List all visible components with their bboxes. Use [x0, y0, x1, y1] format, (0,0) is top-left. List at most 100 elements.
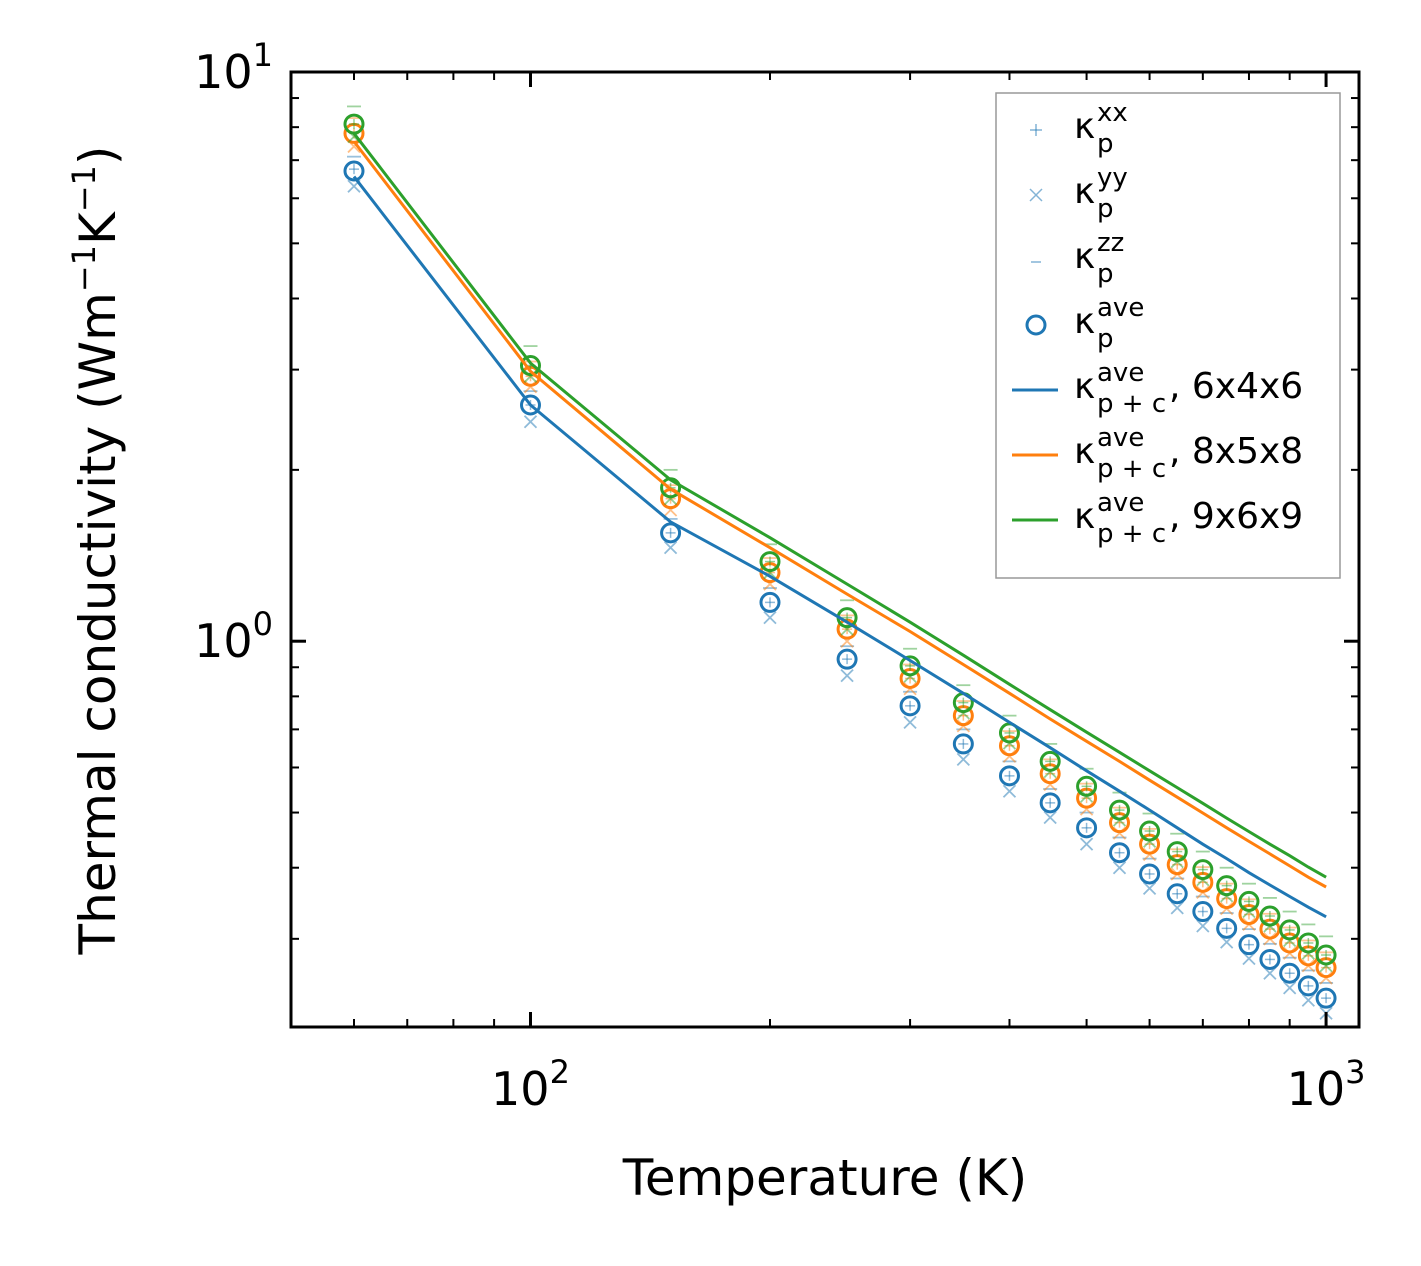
- kpc-line-8x5x8: [352, 140, 1327, 889]
- chart-marks: [343, 105, 1337, 1020]
- legend-label-symbol: κ: [1074, 236, 1095, 277]
- legend-label-symbol: κ: [1074, 171, 1095, 212]
- kyy-cross-point: [1002, 784, 1017, 798]
- legend-label: κpxx: [1074, 98, 1128, 159]
- kpc-line-6x4x6: [352, 175, 1327, 919]
- kave-circle-point: [1076, 775, 1098, 797]
- legend-label-sup: ave: [1097, 358, 1144, 388]
- y-tick-label-base: 10: [194, 614, 253, 668]
- legend-cross-icon: [1029, 188, 1043, 202]
- legend-label-sup: zz: [1097, 228, 1124, 258]
- legend-label-sup: xx: [1097, 98, 1128, 128]
- kave-circle-point: [1279, 962, 1301, 984]
- legend-label-sub: p: [1097, 324, 1114, 354]
- kave-circle-point: [1297, 975, 1319, 997]
- x-tick-label-exp: 2: [550, 1053, 570, 1091]
- kyy-cross-point: [1263, 966, 1277, 980]
- kyy-cross-point: [840, 668, 854, 683]
- legend-label-suffix: , 8x5x8: [1169, 431, 1303, 472]
- plot-frame: [289, 70, 1361, 1029]
- chart-lines: [352, 132, 1327, 919]
- kave-circle-point: [1216, 875, 1238, 897]
- kave-circle-point: [1109, 799, 1131, 821]
- kave-circle-point: [1039, 792, 1061, 814]
- kave-circle-point: [660, 522, 682, 544]
- y-tick-label-base: 10: [194, 45, 253, 99]
- kave-circle-point: [343, 160, 365, 182]
- kave-circle-point: [1238, 934, 1260, 956]
- kave-circle-point: [1109, 842, 1131, 864]
- y-tick-label-exp: 1: [253, 36, 273, 74]
- legend-label-sup: yy: [1097, 163, 1128, 193]
- x-tick-label-base: 10: [1287, 1062, 1346, 1116]
- kave-circle-point: [1259, 948, 1281, 970]
- y-axis-label-k: K: [69, 211, 127, 245]
- kave-circle-point: [952, 733, 974, 755]
- legend-label: κpzz: [1074, 228, 1124, 289]
- kyy-cross-point: [1220, 935, 1234, 949]
- legend-label: κp + cave , 9x6x9: [1074, 488, 1303, 549]
- y-axis-label-exp-2: −1: [65, 165, 103, 212]
- kave-circle-point: [1315, 944, 1337, 966]
- kyy-cross-point: [1196, 919, 1210, 933]
- kave-circle-point: [1139, 820, 1161, 842]
- kyy-cross-point: [1242, 951, 1256, 966]
- kyy-cross-point: [663, 541, 678, 555]
- y-axis-label-close: ): [69, 146, 127, 166]
- kave-circle-point: [1216, 917, 1238, 939]
- kyy-cross-point: [956, 752, 970, 767]
- legend-label-suffix: , 9x6x9: [1169, 496, 1303, 537]
- kave-circle-point: [1076, 817, 1098, 839]
- legend-label-sub: p: [1097, 194, 1114, 224]
- y-axis-label: Thermal conductivity (Wm−1K−1): [65, 146, 127, 956]
- kyy-cross-point: [1301, 993, 1315, 1007]
- x-tick-label-base: 10: [491, 1062, 550, 1116]
- legend-label-sub: p + c: [1097, 454, 1166, 484]
- x-tick-label: 102: [491, 1053, 570, 1116]
- kyy-cross-point: [1142, 881, 1157, 895]
- legend-label: κpave: [1074, 293, 1144, 354]
- legend-label-sub: p: [1097, 259, 1114, 289]
- kyy-cross-point: [523, 415, 538, 429]
- kyy-cross-point: [1170, 901, 1184, 915]
- kyy-cross-point: [1283, 981, 1297, 995]
- legend-label-symbol: κ: [1074, 301, 1095, 342]
- legend-label-symbol: κ: [1074, 366, 1095, 407]
- y-axis-label-exp-1: −1: [65, 245, 103, 292]
- legend-label-sub: p: [1097, 129, 1114, 159]
- legend-label-suffix: , 6x4x6: [1169, 366, 1303, 407]
- kyy-cross-point: [903, 715, 917, 730]
- kave-circle-point: [1166, 883, 1188, 905]
- kave-circle-point: [1192, 859, 1214, 881]
- legend-label: κpyy: [1074, 163, 1128, 224]
- kyy-cross-point: [1079, 837, 1094, 851]
- legend-label-sub: p + c: [1097, 519, 1166, 549]
- kave-circle-point: [998, 765, 1020, 787]
- x-axis-label: Temperature (K): [622, 1149, 1027, 1207]
- y-tick-label: 101: [194, 36, 273, 99]
- y-tick-label: 100: [194, 605, 273, 668]
- kave-circle-point: [519, 394, 541, 416]
- legend-label-sup: ave: [1097, 423, 1144, 453]
- kave-circle-point: [1279, 919, 1301, 941]
- kave-circle-point: [519, 355, 541, 377]
- legend-box: [995, 92, 1341, 579]
- legend-label-sub: p + c: [1097, 389, 1166, 419]
- legend-label-symbol: κ: [1074, 431, 1095, 472]
- kave-circle-point: [1238, 890, 1260, 912]
- x-tick-label-exp: 3: [1345, 1053, 1365, 1091]
- kpc-line-9x6x9: [352, 132, 1327, 879]
- kave-circle-point: [1039, 750, 1061, 772]
- kave-circle-point: [1139, 863, 1161, 885]
- legend-label-sup: ave: [1097, 293, 1144, 323]
- kave-circle-point: [836, 648, 858, 670]
- kave-circle-point: [1297, 932, 1319, 954]
- legend-label-sup: ave: [1097, 488, 1144, 518]
- kave-circle-point: [899, 695, 921, 717]
- legend-circle-icon: [1025, 314, 1047, 336]
- y-tick-label-exp: 0: [253, 605, 273, 643]
- kave-circle-point: [1166, 841, 1188, 863]
- kave-circle-point: [1259, 905, 1281, 927]
